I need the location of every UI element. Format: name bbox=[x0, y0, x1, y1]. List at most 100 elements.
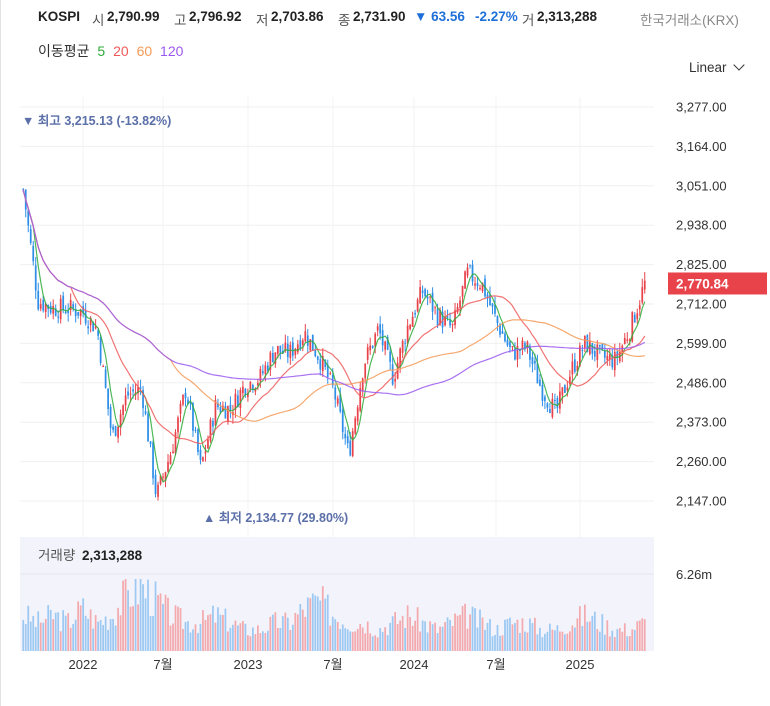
candle-body bbox=[406, 325, 409, 344]
ma-60[interactable]: 60 bbox=[136, 43, 153, 59]
volume-bar bbox=[256, 625, 259, 651]
candle-body bbox=[314, 350, 317, 357]
candle-body bbox=[346, 436, 349, 444]
volume-bar bbox=[39, 622, 42, 651]
candle-body bbox=[149, 441, 152, 444]
candle-body bbox=[139, 387, 142, 389]
candle-body bbox=[77, 312, 80, 316]
volume-bar bbox=[237, 625, 239, 651]
volume-bar bbox=[214, 622, 217, 651]
candle-body bbox=[356, 407, 359, 422]
candle-body bbox=[439, 309, 441, 325]
candle-body bbox=[104, 369, 107, 388]
candle-body bbox=[167, 461, 169, 472]
volume-bar bbox=[491, 636, 494, 651]
candle-body bbox=[279, 345, 282, 353]
volume-bar bbox=[521, 618, 524, 651]
volume-bar bbox=[381, 631, 384, 651]
ma-line-120 bbox=[22, 189, 646, 396]
volume-bar bbox=[581, 625, 584, 651]
volume-bar bbox=[506, 619, 509, 651]
candle-body bbox=[107, 388, 109, 410]
ma-120[interactable]: 120 bbox=[160, 43, 184, 59]
candle-body bbox=[444, 316, 446, 326]
volume-bar bbox=[174, 605, 177, 651]
candle-body bbox=[172, 451, 174, 454]
candle-body bbox=[129, 393, 132, 395]
candle-body bbox=[504, 333, 506, 342]
candle-body bbox=[359, 388, 362, 411]
volume-bar bbox=[279, 628, 282, 651]
volume-bar bbox=[27, 605, 30, 651]
y-tick-label: 2,825.00 bbox=[676, 257, 727, 272]
candle-body bbox=[199, 449, 202, 460]
y-tick-label: 3,164.00 bbox=[676, 139, 727, 154]
volume-bar bbox=[132, 606, 134, 651]
ma-20[interactable]: 20 bbox=[113, 43, 129, 59]
volume-bar bbox=[34, 626, 37, 651]
candle-body bbox=[182, 394, 184, 405]
volume-bar bbox=[551, 629, 554, 651]
volume-bar bbox=[57, 612, 60, 651]
y-tick-label: 2,486.00 bbox=[676, 375, 727, 390]
candle-body bbox=[494, 304, 496, 314]
volume-bar bbox=[37, 611, 40, 651]
volume-bar bbox=[316, 596, 319, 651]
candle-body bbox=[436, 308, 439, 326]
candle-body bbox=[162, 476, 164, 478]
candle-body bbox=[301, 340, 304, 345]
candle-body bbox=[364, 363, 367, 379]
candle-body bbox=[544, 396, 546, 402]
volume-bar bbox=[479, 609, 481, 651]
candle-body bbox=[152, 442, 154, 479]
volume-bar bbox=[107, 629, 109, 651]
volume-bar bbox=[261, 631, 264, 651]
candle-body bbox=[89, 317, 92, 326]
volume-bar bbox=[314, 595, 317, 651]
candle-body bbox=[606, 355, 609, 361]
volume-bar bbox=[489, 619, 491, 651]
candle-body bbox=[326, 364, 329, 378]
candle-body bbox=[636, 313, 639, 320]
scale-selector[interactable]: Linear bbox=[689, 59, 745, 75]
volume-bar bbox=[159, 593, 162, 651]
volume-bar bbox=[399, 620, 402, 651]
candle-body bbox=[114, 426, 117, 436]
volume-bar bbox=[104, 616, 107, 651]
volume-bar bbox=[509, 617, 511, 651]
volume-bar bbox=[331, 616, 334, 651]
candle-body bbox=[37, 290, 40, 310]
volume-value: 2,313,288 bbox=[537, 9, 598, 24]
volume-bar bbox=[379, 628, 382, 651]
volume-bar bbox=[636, 621, 639, 651]
candle-body bbox=[142, 389, 144, 409]
volume-bar bbox=[69, 627, 72, 651]
candle-body bbox=[386, 337, 389, 350]
candle-body bbox=[633, 314, 636, 323]
candle-body bbox=[351, 431, 354, 456]
volume-bar bbox=[364, 633, 367, 651]
volume-bar bbox=[424, 621, 426, 651]
volume-bar bbox=[519, 633, 521, 651]
volume-bar bbox=[274, 612, 277, 651]
candle-body bbox=[304, 331, 307, 342]
candle-body bbox=[192, 402, 194, 431]
volume-bar bbox=[451, 626, 454, 651]
candle-body bbox=[84, 310, 87, 324]
volume-bar bbox=[99, 619, 102, 651]
candle-body bbox=[551, 398, 554, 417]
candle-body bbox=[309, 339, 312, 351]
candle-body bbox=[429, 296, 431, 298]
volume-bar bbox=[411, 625, 414, 651]
volume-bar bbox=[351, 631, 354, 651]
candle-body bbox=[194, 429, 197, 431]
y-tick-label: 2,712.00 bbox=[676, 297, 727, 312]
ma-5[interactable]: 5 bbox=[97, 43, 106, 59]
candle-body bbox=[441, 311, 444, 328]
volume-bar bbox=[631, 629, 634, 651]
candle-body bbox=[434, 307, 436, 309]
candle-body bbox=[64, 311, 67, 314]
volume-bar bbox=[426, 632, 429, 651]
volume-bar bbox=[514, 622, 516, 651]
candle-body bbox=[144, 411, 147, 414]
